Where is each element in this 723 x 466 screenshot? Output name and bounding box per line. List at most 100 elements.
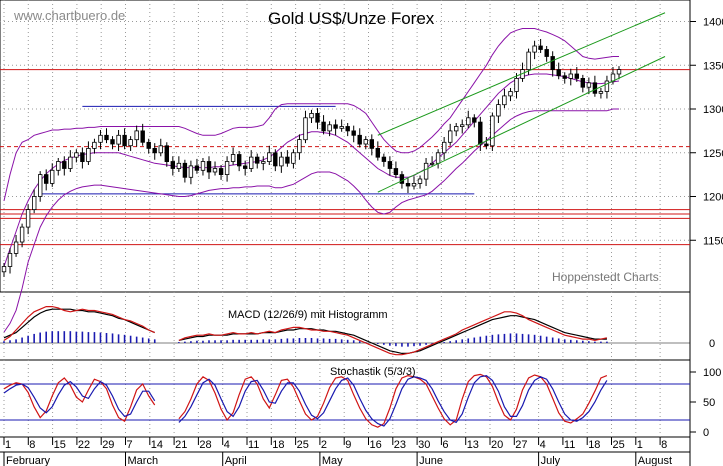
candle-body xyxy=(32,196,37,211)
candle-body xyxy=(1,266,7,273)
candle-body xyxy=(484,143,489,147)
candle-body xyxy=(38,174,43,197)
month-label: June xyxy=(419,455,443,466)
candle-body xyxy=(152,147,157,154)
candle-body xyxy=(146,141,151,149)
x-tick-label: 7 xyxy=(127,439,133,451)
stochastic-y-tick-label: 100 xyxy=(703,367,721,379)
candle-body xyxy=(309,113,314,119)
candle-body xyxy=(393,168,399,175)
stochastic-y-tick-label: 50 xyxy=(703,397,715,409)
candle-body xyxy=(158,145,163,154)
candle-body xyxy=(363,139,368,145)
x-tick-label: 9 xyxy=(345,439,351,451)
x-tick-label: 29 xyxy=(102,439,114,451)
candle-body xyxy=(62,161,67,169)
candle-body xyxy=(44,174,49,184)
candle-body xyxy=(514,78,519,92)
x-tick-label: 28 xyxy=(199,439,211,451)
x-tick-label: 20 xyxy=(491,439,503,451)
candle-body xyxy=(248,156,254,169)
candle-body xyxy=(496,104,501,117)
x-tick-label: 8 xyxy=(29,439,35,451)
candle-body xyxy=(478,121,483,145)
candle-body xyxy=(218,168,224,175)
candle-body xyxy=(532,45,537,53)
x-tick-label: 2 xyxy=(321,439,327,451)
candle-body xyxy=(7,252,13,267)
candle-body xyxy=(80,152,85,163)
x-tick-label: 21 xyxy=(175,439,187,451)
candle-body xyxy=(230,154,236,162)
x-tick-label: 15 xyxy=(54,439,66,451)
y-tick-label: 1400 xyxy=(703,17,723,29)
trend-channel xyxy=(377,12,666,193)
candle-body xyxy=(502,95,507,106)
stochastic-d-line xyxy=(3,374,608,427)
y-axis-ticks: 1150 1200 1250 1300 1350 1400 xyxy=(690,17,723,247)
candle-body xyxy=(490,115,495,147)
x-axis-ticks: 1 8 15 22 29 7 14 21 28 4 11 18 25 2 9 16 23 30 6 13 20 27 4 11… xyxy=(3,437,667,451)
x-tick-label: 18 xyxy=(588,439,600,451)
candle-body xyxy=(544,49,549,57)
x-tick-label: 22 xyxy=(78,439,90,451)
candle-body xyxy=(417,178,423,184)
y-tick-label: 1250 xyxy=(703,148,723,160)
trend-channel-line xyxy=(377,12,666,136)
candle-body xyxy=(140,130,145,143)
candle-body xyxy=(508,91,513,97)
bollinger-lower xyxy=(3,108,619,333)
x-tick-label: 4 xyxy=(540,439,546,451)
candle-body xyxy=(261,161,266,164)
macd-line xyxy=(3,308,607,354)
candle-body xyxy=(182,162,188,178)
candle-body xyxy=(74,152,79,158)
candle-body xyxy=(447,130,453,143)
candle-body xyxy=(429,162,435,165)
candle-body xyxy=(110,139,115,145)
candle-body xyxy=(98,134,103,143)
candle-body xyxy=(538,45,543,50)
candle-body xyxy=(267,152,272,163)
candle-body xyxy=(254,156,260,164)
candle-body xyxy=(188,165,194,178)
x-tick-label: 27 xyxy=(515,439,527,451)
x-tick-label: 11 xyxy=(248,439,259,451)
x-tick-label: 1 xyxy=(5,439,11,451)
candle-body xyxy=(441,141,447,154)
bollinger-middle xyxy=(3,73,620,267)
month-label: March xyxy=(128,455,159,466)
candle-body xyxy=(616,69,622,75)
bollinger-bands xyxy=(3,28,620,333)
candle-body xyxy=(92,141,97,149)
candle-body xyxy=(526,51,531,70)
candle-body xyxy=(435,152,441,164)
watermark: www.chartbuero.de xyxy=(13,8,125,23)
candle-body xyxy=(357,134,362,145)
candle-body xyxy=(387,161,393,169)
candle-body xyxy=(339,126,344,129)
candle-body xyxy=(279,156,284,167)
y-tick-label: 1150 xyxy=(703,235,723,247)
macd-panel: 0 xyxy=(0,306,715,356)
candle-body xyxy=(333,124,338,129)
x-tick-label: 16 xyxy=(370,439,382,451)
x-tick-label: 14 xyxy=(151,439,163,451)
candle-body xyxy=(459,124,465,128)
candle-body xyxy=(580,78,585,88)
x-tick-label: 25 xyxy=(613,439,625,451)
candle-body xyxy=(291,152,296,164)
x-tick-label: 1 xyxy=(637,439,643,451)
candle-body xyxy=(303,117,308,141)
x-tick-label: 25 xyxy=(297,439,309,451)
x-tick-label: 6 xyxy=(442,439,448,451)
stochastic-label: Stochastik (5/3/3) xyxy=(330,366,416,378)
candle-body xyxy=(56,161,61,171)
candle-body xyxy=(134,130,139,141)
stochastic-panel: 0 50 100 xyxy=(0,367,721,439)
candle-body xyxy=(327,124,332,132)
y-tick-label: 1300 xyxy=(703,104,723,116)
candle-body xyxy=(586,82,592,88)
candle-body xyxy=(50,169,55,184)
stochastic-k-line xyxy=(3,373,608,428)
